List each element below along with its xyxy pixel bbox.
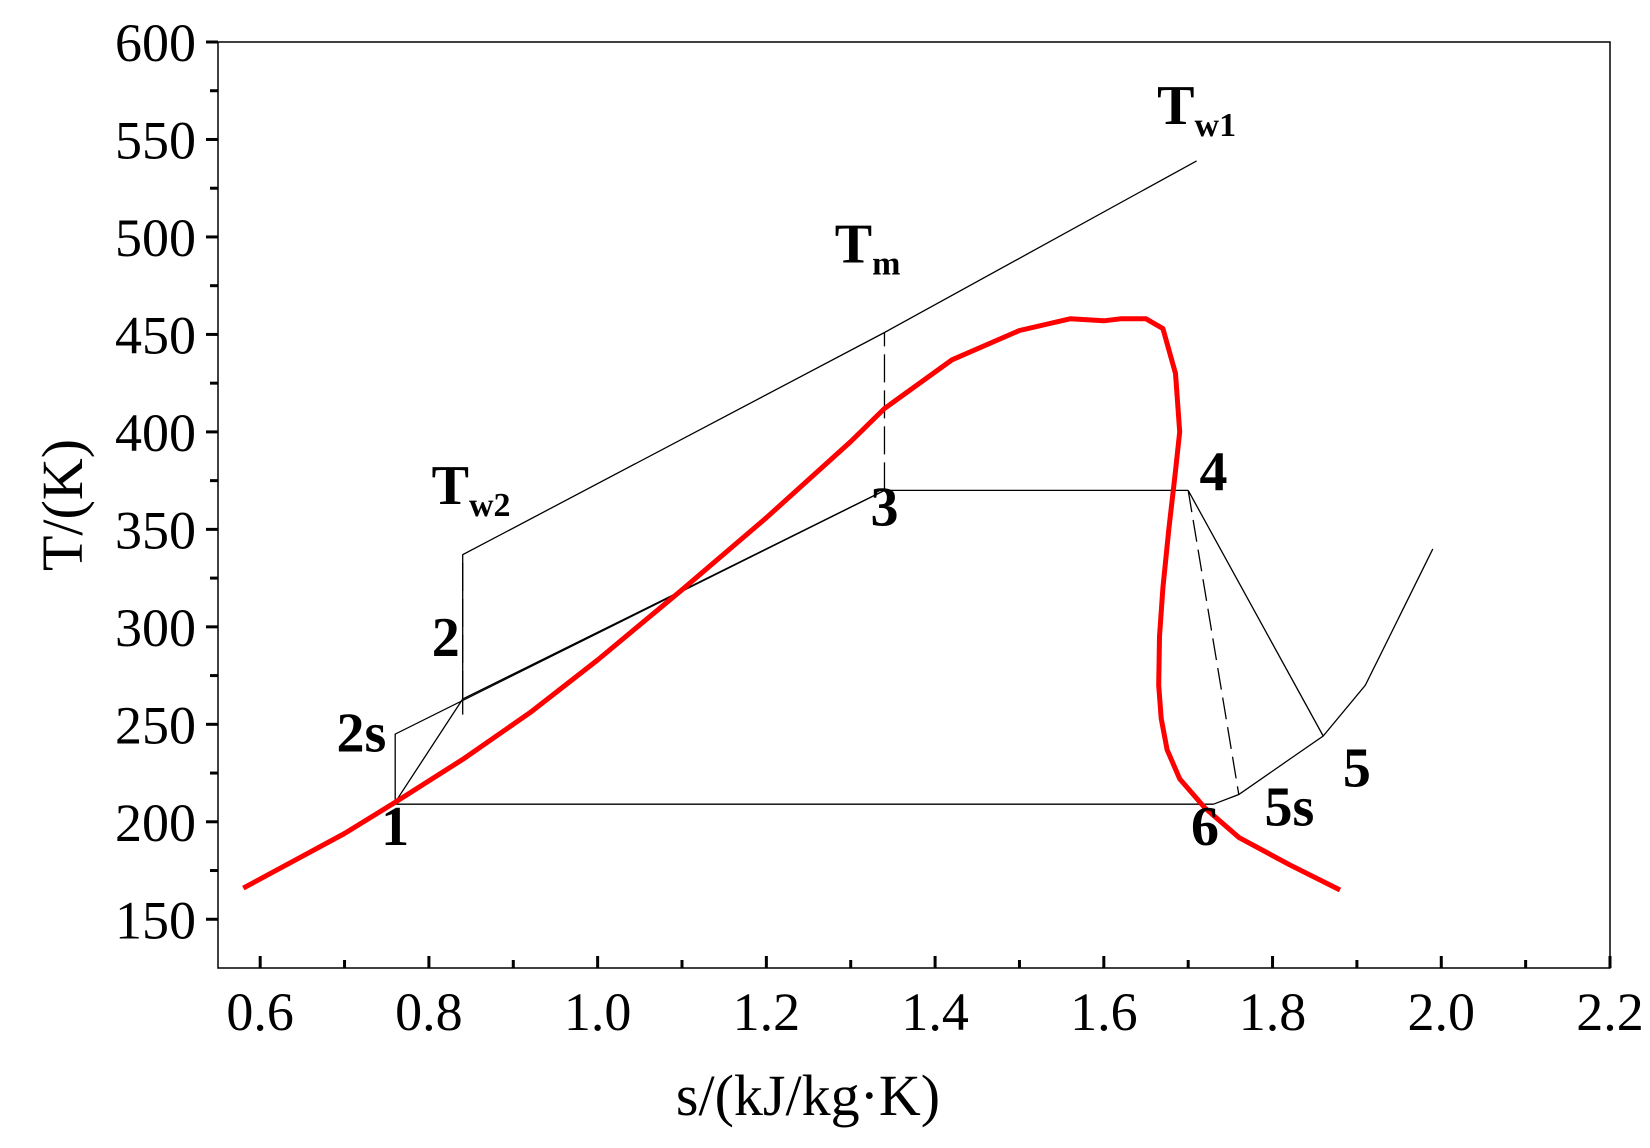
state-point-label: 5s — [1265, 777, 1315, 839]
y-tick-label: 550 — [115, 110, 196, 170]
y-tick-label: 150 — [115, 890, 196, 950]
y-tick-label: 600 — [115, 13, 196, 73]
state-point-label: 2 — [432, 607, 460, 669]
x-tick-label: 1.2 — [733, 982, 801, 1042]
turbine-4-5-line — [1187, 490, 1324, 737]
x-tick-labels: 0.6 0.8 1.0 1.2 1.4 1.6 1.8 2.0 2.2 — [226, 982, 1643, 1042]
y-tick-label: 200 — [115, 793, 196, 853]
x-tick-label: 1.6 — [1070, 982, 1138, 1042]
saturation-dome-curve — [242, 316, 1342, 893]
Tw1-Tw2-line-line — [462, 160, 1197, 715]
label-subscript: w2 — [469, 487, 511, 524]
y-axis-title: T/(K) — [30, 439, 95, 571]
label-main: T — [1157, 75, 1194, 137]
axis-ticks — [206, 40, 1612, 968]
state-point-label: 4 — [1199, 441, 1227, 503]
label-subscript: w1 — [1195, 107, 1237, 144]
turbine-4-5s-isentropic-line — [1187, 490, 1240, 795]
y-tick-label: 250 — [115, 695, 196, 755]
state-point-label: 3 — [870, 476, 898, 538]
temperature-line-label: Tw1 — [1157, 75, 1236, 144]
label-main: T — [432, 455, 469, 517]
temperature-line-label: Tm — [835, 213, 901, 282]
process-lines — [394, 160, 1434, 805]
y-tick-label: 400 — [115, 403, 196, 463]
plot-frame — [217, 41, 1611, 969]
state-point-label: 1 — [381, 796, 409, 858]
state-point-label: 2s — [337, 703, 387, 765]
x-tick-label: 2.0 — [1408, 982, 1476, 1042]
state-point-label: 6 — [1191, 796, 1219, 858]
x-tick-label: 1.4 — [901, 982, 969, 1042]
x-tick-label: 0.6 — [226, 982, 294, 1042]
x-tick-label: 1.8 — [1239, 982, 1307, 1042]
label-main: T — [835, 213, 872, 275]
y-tick-labels: 150 200 250 300 350 400 450 500 550 600 — [115, 13, 196, 950]
temperature-line-label: Tw2 — [432, 455, 511, 524]
point-labels: 1 2s 2 3 4 5s 5 6 — [337, 441, 1371, 858]
x-tick-label: 2.2 — [1576, 982, 1644, 1042]
isentropic-pump-2s-line — [394, 489, 885, 803]
label-subscript: m — [872, 245, 900, 282]
state-point-label: 5 — [1343, 738, 1371, 800]
vapor-isobar-line — [1213, 548, 1434, 805]
y-tick-label: 300 — [115, 598, 196, 658]
y-tick-label: 450 — [115, 305, 196, 365]
x-tick-label: 1.0 — [564, 982, 632, 1042]
x-tick-label: 0.8 — [395, 982, 463, 1042]
saturation-dome — [242, 316, 1342, 893]
x-axis-title: s/(kJ/kg·K) — [676, 1063, 940, 1128]
y-tick-label: 350 — [115, 500, 196, 560]
y-tick-label: 500 — [115, 208, 196, 268]
